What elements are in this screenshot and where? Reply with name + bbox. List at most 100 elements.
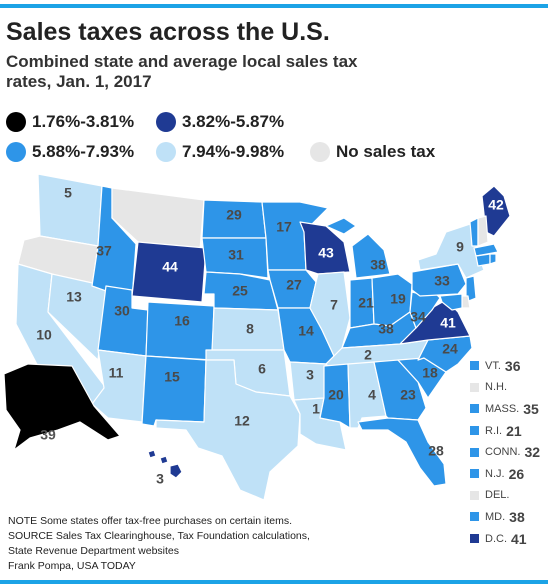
ne-key-swatch (470, 404, 479, 414)
ne-key-swatch (470, 512, 479, 522)
state-label-ak: 39 (40, 427, 56, 443)
state-label-ky: 38 (378, 321, 394, 337)
state-label-ks: 8 (246, 321, 254, 337)
us-map: 5 10 13 37 44 30 11 16 15 29 31 25 8 6 1… (0, 160, 548, 506)
ne-key-swatch (470, 469, 479, 479)
state-label-ca: 10 (36, 327, 52, 343)
state-label-mn: 17 (276, 219, 292, 235)
ne-key-swatch (470, 490, 479, 500)
ne-key-swatch (470, 426, 479, 436)
ne-key-row: MASS. 35 (470, 398, 548, 420)
ne-key-abbr: N.J. (485, 467, 505, 480)
state-md (439, 293, 463, 311)
legend-swatch-black (6, 112, 26, 132)
ne-key-abbr: R.I. (485, 424, 503, 437)
ne-key-abbr: N.H. (485, 381, 507, 394)
legend-swatch-mid (6, 142, 26, 162)
state-label-nd: 29 (226, 207, 242, 223)
state-label-wi: 43 (318, 245, 334, 261)
state-label-wv: 34 (410, 309, 426, 325)
ne-key-rank: 32 (524, 444, 541, 461)
legend: 1.76%-3.81% 3.82%-5.87% 5.88%-7.93% 7.94… (6, 112, 546, 172)
ne-key-rank: 26 (508, 465, 525, 482)
ne-key-rank: 36 (504, 357, 521, 374)
ne-key-row: MD. 38 (470, 506, 548, 528)
footer-notes: NOTE Some states offer tax-free purchase… (8, 514, 428, 574)
ne-key-row: D.C. 41 (470, 528, 548, 550)
state-label-ut: 30 (114, 303, 130, 319)
state-ct (475, 253, 491, 267)
state-label-nc: 24 (442, 341, 458, 357)
state-label-la: 1 (312, 401, 320, 417)
ne-key-row: VT. 36 (470, 355, 548, 377)
state-co (145, 301, 215, 361)
state-label-pa: 33 (434, 273, 450, 289)
ne-key-swatch (470, 382, 479, 392)
state-label-va: 41 (440, 315, 456, 331)
legend-label: 5.88%-7.93% (32, 142, 135, 161)
state-vt (469, 217, 479, 247)
state-label-sd: 31 (228, 247, 244, 263)
footer-source-cont: State Revenue Department websites (8, 545, 180, 557)
state-nh (477, 215, 489, 247)
legend-swatch-none (310, 142, 330, 162)
state-hi (147, 449, 183, 479)
state-label-il: 7 (330, 297, 338, 313)
northeast-key: VT. 36 N.H. MASS. 35 R.I. 21 CONN. 32 N.… (470, 355, 548, 549)
page-subtitle: Combined state and average local sales t… (6, 52, 358, 91)
state-ri (489, 253, 497, 265)
state-label-wa: 5 (64, 185, 72, 201)
legend-item-mid: 5.88%-7.93% (6, 142, 134, 162)
ne-key-row: R.I. 21 (470, 420, 548, 442)
state-label-sc: 18 (422, 365, 438, 381)
footer-source: SOURCE Sales Tax Clearinghouse, Tax Foun… (8, 530, 310, 542)
legend-label: 7.94%-9.98% (182, 142, 285, 161)
footer-credit: Frank Pompa, USA TODAY (8, 560, 136, 572)
state-wy (131, 241, 207, 303)
legend-item-light: 7.94%-9.98% (156, 142, 284, 162)
legend-swatch-dark (156, 112, 176, 132)
ne-key-row: DEL. (470, 485, 548, 507)
ne-key-abbr: D.C. (485, 532, 507, 545)
legend-label: 1.76%-3.81% (32, 112, 135, 131)
state-label-ok: 6 (258, 361, 266, 377)
ne-key-abbr: DEL. (485, 489, 510, 502)
ne-key-rank: 41 (511, 530, 527, 547)
state-label-ms: 20 (328, 387, 344, 403)
state-label-in: 21 (358, 295, 374, 311)
ne-key-abbr: VT. (485, 359, 501, 372)
state-label-id: 37 (96, 243, 112, 259)
ne-key-swatch (470, 534, 479, 544)
state-label-tx: 12 (234, 413, 250, 429)
footer-note: NOTE Some states offer tax-free purchase… (8, 515, 293, 527)
state-label-ar: 3 (306, 367, 314, 383)
state-label-me: 42 (488, 197, 504, 213)
legend-item-black: 1.76%-3.81% (6, 112, 134, 132)
state-label-mo: 14 (298, 323, 314, 339)
ne-key-row: N.H. (470, 377, 548, 399)
ne-key-rank: 35 (523, 400, 539, 417)
ne-key-abbr: MASS. (485, 402, 520, 415)
state-label-ne: 25 (232, 283, 248, 299)
state-label-hi: 3 (156, 471, 164, 487)
legend-swatch-light (156, 142, 176, 162)
state-label-tn: 2 (364, 347, 372, 363)
ne-key-abbr: CONN. (485, 446, 521, 459)
ne-key-row: CONN. 32 (470, 441, 548, 463)
state-label-mi: 38 (370, 257, 386, 273)
state-nj (465, 275, 477, 303)
ne-key-swatch (470, 447, 479, 457)
state-label-wy: 44 (162, 259, 178, 275)
state-ak (3, 363, 121, 451)
state-label-fl: 28 (428, 443, 444, 459)
state-tx (155, 359, 301, 501)
ne-key-abbr: MD. (485, 510, 506, 523)
ne-key-swatch (470, 361, 479, 371)
ne-key-row: N.J. 26 (470, 463, 548, 485)
us-map-svg: 5 10 13 37 44 30 11 16 15 29 31 25 8 6 1… (3, 173, 511, 501)
state-label-ga: 23 (400, 387, 416, 403)
state-label-nv: 13 (66, 289, 82, 305)
bottom-rule (0, 580, 548, 584)
page-title: Sales taxes across the U.S. (6, 18, 330, 46)
state-de (461, 295, 471, 309)
